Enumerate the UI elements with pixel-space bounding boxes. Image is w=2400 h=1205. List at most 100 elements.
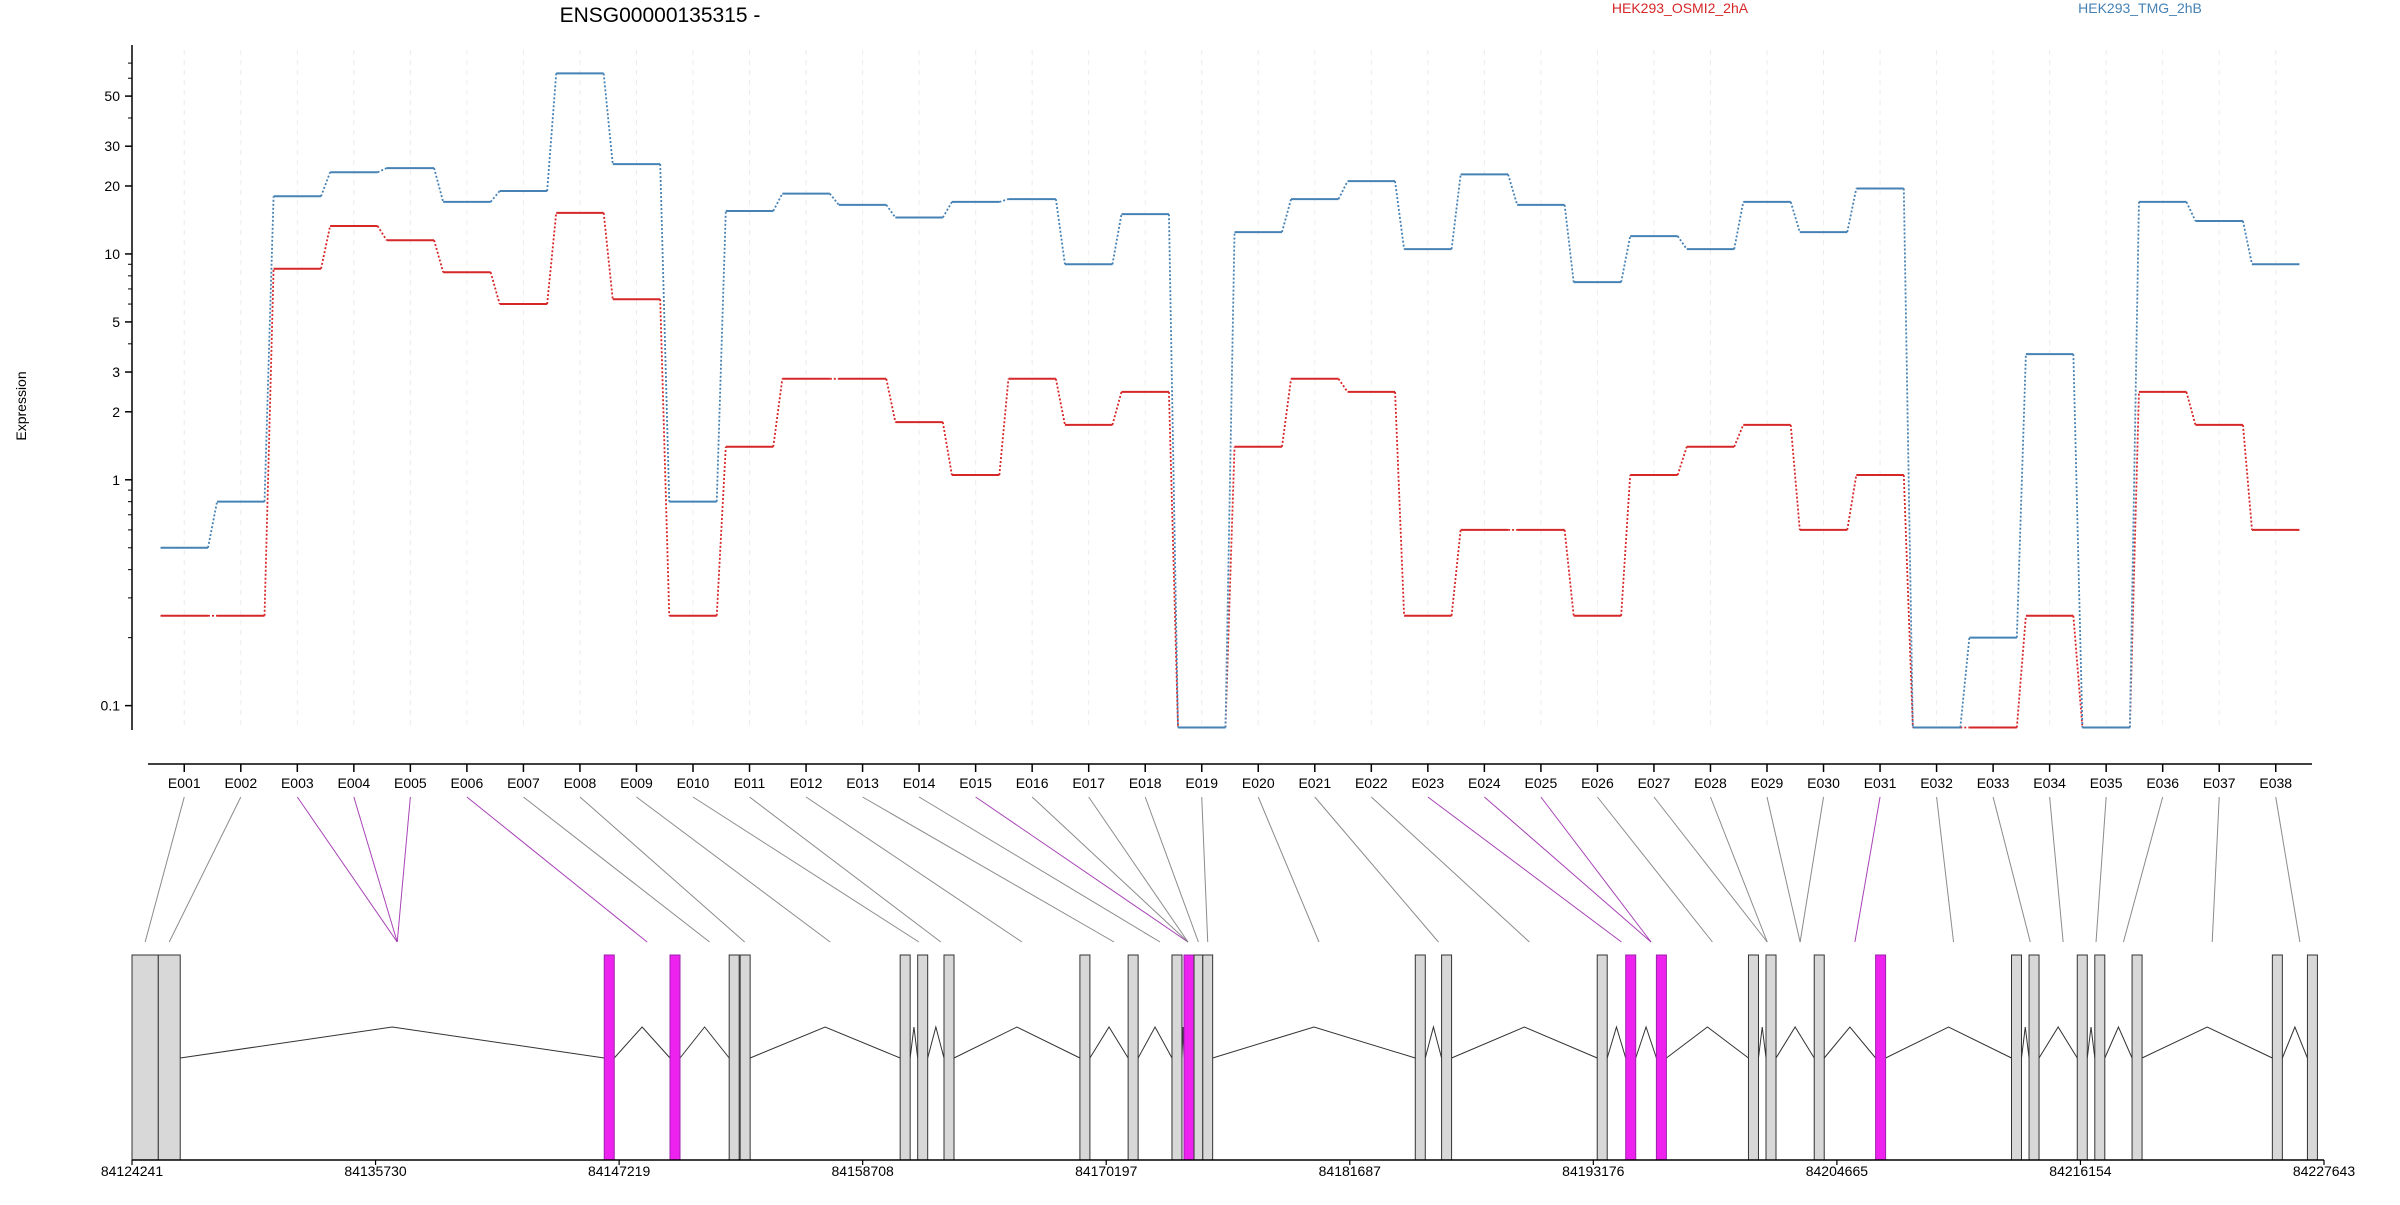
exon-connector bbox=[2122, 796, 2164, 943]
x-tick-label: E036 bbox=[2146, 775, 2179, 791]
series-segment bbox=[1507, 174, 1519, 206]
series-segment bbox=[1055, 198, 1066, 265]
series-segment bbox=[1789, 201, 1801, 233]
series-segment bbox=[998, 378, 1010, 476]
x-tick-label: E028 bbox=[1694, 775, 1727, 791]
x-tick-label: E030 bbox=[1807, 775, 1840, 791]
series-segment bbox=[376, 225, 388, 241]
series-segment bbox=[263, 196, 275, 502]
series-segment bbox=[2185, 391, 2197, 426]
series-segment bbox=[829, 193, 840, 206]
series-segment bbox=[1902, 188, 1914, 728]
series-segment bbox=[263, 268, 275, 616]
exon-block bbox=[917, 954, 929, 1161]
exon-block bbox=[2271, 954, 2283, 1161]
series-segment bbox=[1337, 378, 1349, 393]
x-tick-label: E009 bbox=[620, 775, 653, 791]
series-segment bbox=[2015, 615, 2027, 728]
series-segment bbox=[1620, 235, 1632, 283]
y-tick-label: 50 bbox=[104, 88, 120, 104]
series-segment bbox=[1563, 529, 1575, 616]
intron-line bbox=[1885, 1026, 2012, 1059]
exon-block bbox=[131, 954, 159, 1161]
intron-line bbox=[2038, 1026, 2078, 1059]
series-segment bbox=[1563, 204, 1575, 283]
exon-connector bbox=[2211, 796, 2220, 943]
x-tick-label: E031 bbox=[1864, 775, 1897, 791]
x-tick-label: E032 bbox=[1920, 775, 1953, 791]
series-segment bbox=[659, 299, 671, 616]
exon-block bbox=[2094, 954, 2106, 1161]
exon-connector bbox=[1597, 796, 1713, 943]
exon-connector bbox=[918, 796, 1161, 943]
exon-block bbox=[157, 954, 181, 1161]
series-segment bbox=[1959, 637, 1971, 728]
exon-block bbox=[1875, 954, 1887, 1161]
x-tick-label: E020 bbox=[1242, 775, 1275, 791]
intron-line bbox=[613, 1026, 671, 1059]
series-segment bbox=[1789, 424, 1801, 530]
exon-connector bbox=[296, 796, 398, 943]
coordinate-label: 84158708 bbox=[832, 1163, 895, 1179]
series-segment bbox=[1733, 424, 1745, 448]
coordinate-label: 84170197 bbox=[1075, 1163, 1138, 1179]
series-segment bbox=[1394, 181, 1405, 250]
series-segment bbox=[1394, 391, 1406, 616]
exon-connector bbox=[1314, 796, 1439, 943]
exon-block bbox=[1655, 954, 1667, 1161]
exon-block bbox=[1813, 954, 1825, 1161]
exon-connector bbox=[144, 796, 185, 943]
series-segment bbox=[1224, 232, 1236, 728]
exon-block bbox=[1171, 954, 1183, 1161]
series-segment bbox=[1846, 188, 1858, 233]
exon-connector bbox=[1992, 796, 2031, 943]
x-tick-label: E018 bbox=[1129, 775, 1162, 791]
x-tick-label: E037 bbox=[2203, 775, 2236, 791]
exon-connector bbox=[692, 796, 920, 943]
series-segment bbox=[1055, 378, 1066, 426]
exon-connector bbox=[1257, 796, 1320, 943]
exon-connector bbox=[1144, 796, 1199, 943]
x-tick-label: E034 bbox=[2033, 775, 2066, 791]
intron-line bbox=[1757, 1026, 1767, 1059]
intron-line bbox=[927, 1025, 945, 1059]
intron-line bbox=[1635, 1025, 1657, 1059]
exon-connector bbox=[353, 796, 398, 943]
x-tick-label: E013 bbox=[846, 775, 879, 791]
exon-connector bbox=[523, 796, 710, 943]
intron-line bbox=[1089, 1026, 1129, 1059]
series-segment bbox=[2185, 201, 2197, 222]
exon-connectors bbox=[144, 796, 2301, 943]
series-segment bbox=[2015, 354, 2027, 638]
coordinate-label: 84193176 bbox=[1562, 1163, 1625, 1179]
series-segment bbox=[1846, 474, 1858, 531]
exon-connector bbox=[1710, 796, 1768, 943]
exon-block bbox=[1414, 954, 1426, 1161]
intron-line bbox=[953, 1026, 1081, 1059]
exon-block bbox=[1202, 954, 1214, 1161]
legend-entry-tmg: HEK293_TMG_2hB bbox=[2078, 0, 2202, 16]
exon-connector bbox=[168, 796, 242, 943]
exon-connector bbox=[2275, 796, 2301, 943]
x-tick-label: E027 bbox=[1638, 775, 1671, 791]
series-segment bbox=[2072, 615, 2084, 728]
intron-line bbox=[2086, 1026, 2096, 1059]
exon-block bbox=[899, 954, 911, 1161]
y-tick-label: 10 bbox=[104, 246, 120, 262]
x-tick-label: E016 bbox=[1016, 775, 1049, 791]
y-tick-label: 0.1 bbox=[101, 698, 121, 714]
exon-block bbox=[1183, 954, 1195, 1161]
series-segment bbox=[320, 171, 331, 197]
exon-connector bbox=[1936, 796, 1955, 943]
intron-line bbox=[2281, 1025, 2308, 1059]
series-segment bbox=[433, 240, 445, 273]
x-tick-label: E033 bbox=[1977, 775, 2010, 791]
series-segment bbox=[377, 167, 388, 174]
y-tick-label: 2 bbox=[112, 404, 120, 420]
x-tick-label: E011 bbox=[734, 775, 766, 791]
exon-connector bbox=[1854, 796, 1881, 943]
x-tick-label: E012 bbox=[790, 775, 823, 791]
series-segment bbox=[546, 73, 558, 192]
x-tick-label: E035 bbox=[2090, 775, 2123, 791]
